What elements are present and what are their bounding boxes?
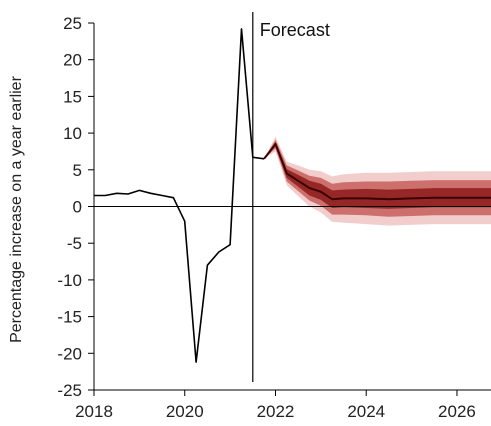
y-tick-label: -20 bbox=[57, 344, 82, 363]
y-tick-label: -15 bbox=[57, 308, 82, 327]
x-tick-label: 2026 bbox=[438, 402, 476, 421]
y-tick-label: 5 bbox=[73, 161, 82, 180]
y-tick-label: 20 bbox=[63, 51, 82, 70]
y-tick-label: -10 bbox=[57, 271, 82, 290]
y-tick-label: -5 bbox=[67, 234, 82, 253]
x-tick-label: 2024 bbox=[347, 402, 385, 421]
axis-layer bbox=[88, 12, 491, 396]
line-layer bbox=[94, 28, 491, 363]
x-tick-label: 2020 bbox=[166, 402, 204, 421]
y-tick-label: 10 bbox=[63, 124, 82, 143]
x-tick-label: 2018 bbox=[75, 402, 113, 421]
history-series-line bbox=[94, 28, 265, 363]
y-tick-label: 0 bbox=[73, 198, 82, 217]
forecast-label: Forecast bbox=[260, 20, 330, 40]
y-axis-title: Percentage increase on a year earlier bbox=[8, 75, 25, 342]
label-layer: 25 20 15 10 5 0 -5 -10 -15 -20 -25 2018 2020 2022 2024… bbox=[8, 14, 476, 421]
x-tick-label: 2022 bbox=[257, 402, 295, 421]
y-tick-label: -25 bbox=[57, 381, 82, 400]
y-tick-label: 25 bbox=[63, 14, 82, 33]
y-tick-label: 15 bbox=[63, 87, 82, 106]
forecast-central-line bbox=[263, 143, 491, 201]
